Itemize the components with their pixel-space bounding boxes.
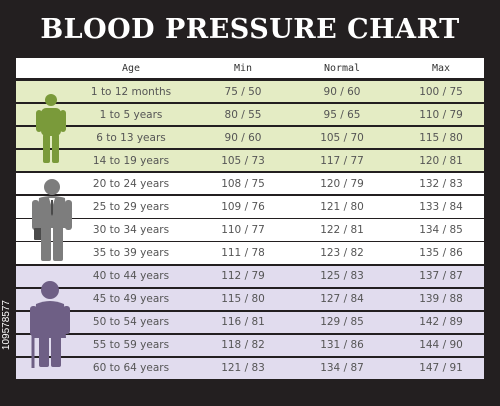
age-cell: 55 to 59 years — [92, 339, 170, 352]
age-cell: 6 to 13 years — [96, 131, 166, 144]
min-cell: 90 / 60 — [224, 131, 262, 144]
table-header: Age Min Normal Max — [16, 58, 484, 78]
table-row: 45 to 49 years 115 / 80 127 / 84 139 / 88 — [16, 288, 484, 310]
max-cell: 134 / 85 — [419, 223, 463, 236]
normal-cell: 122 / 81 — [320, 223, 364, 236]
watermark-id: 109578577 — [1, 300, 12, 351]
min-cell: 111 / 78 — [221, 247, 265, 260]
adult-figure-icon — [32, 179, 72, 261]
senior-figure-icon — [30, 281, 70, 368]
table-row: 6 to 13 years 90 / 60 105 / 70 115 / 80 — [16, 127, 484, 149]
max-cell: 139 / 88 — [419, 293, 463, 306]
normal-cell: 121 / 80 — [320, 200, 364, 213]
max-cell: 142 / 89 — [419, 316, 463, 329]
min-cell: 116 / 81 — [221, 316, 265, 329]
max-cell: 147 / 91 — [419, 362, 463, 375]
table-row: 50 to 54 years 116 / 81 129 / 85 142 / 89 — [16, 311, 484, 333]
age-cell: 50 to 54 years — [92, 316, 170, 329]
age-cell: 40 to 44 years — [92, 270, 170, 283]
max-cell: 115 / 80 — [419, 131, 463, 144]
age-cell: 60 to 64 years — [92, 362, 170, 375]
table-row: 30 to 34 years 110 / 77 122 / 81 134 / 85 — [16, 219, 484, 241]
normal-cell: 95 / 65 — [323, 108, 361, 121]
normal-cell: 129 / 85 — [320, 316, 364, 329]
chart-title: BLOOD PRESSURE CHART — [40, 14, 460, 45]
normal-cell: 125 / 83 — [320, 270, 364, 283]
age-cell: 14 to 19 years — [92, 154, 170, 167]
table-row: 20 to 24 years 108 / 75 120 / 79 132 / 83 — [16, 173, 484, 195]
header-age: Age — [121, 62, 141, 74]
min-cell: 109 / 76 — [221, 200, 265, 213]
age-cell: 1 to 5 years — [99, 108, 163, 121]
max-cell: 144 / 90 — [419, 339, 463, 352]
normal-cell: 127 / 84 — [320, 293, 364, 306]
age-cell: 20 to 24 years — [92, 177, 170, 190]
max-cell: 135 / 86 — [419, 247, 463, 260]
table-row: 25 to 29 years 109 / 76 121 / 80 133 / 84 — [16, 196, 484, 218]
normal-cell: 134 / 87 — [320, 362, 364, 375]
min-cell: 75 / 50 — [224, 85, 262, 98]
min-cell: 80 / 55 — [224, 108, 262, 121]
normal-cell: 123 / 82 — [320, 247, 364, 260]
header-min: Min — [233, 62, 253, 74]
header-max: Max — [431, 62, 451, 74]
age-cell: 45 to 49 years — [92, 293, 170, 306]
min-cell: 105 / 73 — [221, 154, 265, 167]
max-cell: 132 / 83 — [419, 177, 463, 190]
max-cell: 120 / 81 — [419, 154, 463, 167]
min-cell: 110 / 77 — [221, 223, 265, 236]
table-row: 1 to 12 months 75 / 50 90 / 60 100 / 75 — [16, 81, 484, 103]
min-cell: 115 / 80 — [221, 293, 265, 306]
table-row: 1 to 5 years 80 / 55 95 / 65 110 / 79 — [16, 104, 484, 126]
age-cell: 30 to 34 years — [92, 223, 170, 236]
max-cell: 110 / 79 — [419, 108, 463, 121]
min-cell: 118 / 82 — [221, 339, 265, 352]
child-figure-icon — [36, 94, 66, 163]
max-cell: 137 / 87 — [419, 270, 463, 283]
table-body: 1 to 12 months 75 / 50 90 / 60 100 / 75 1 to… — [16, 81, 484, 381]
min-cell: 112 / 79 — [221, 270, 265, 283]
table-row: 40 to 44 years 112 / 79 125 / 83 137 / 87 — [16, 265, 484, 287]
age-cell: 25 to 29 years — [92, 200, 170, 213]
normal-cell: 120 / 79 — [320, 177, 364, 190]
table-row: 55 to 59 years 118 / 82 131 / 86 144 / 90 — [16, 334, 484, 356]
age-cell: 1 to 12 months — [90, 85, 172, 98]
max-cell: 133 / 84 — [419, 200, 463, 213]
table-row: 14 to 19 years 105 / 73 117 / 77 120 / 81 — [16, 150, 484, 172]
header-normal: Normal — [323, 62, 361, 74]
table-row: 35 to 39 years 111 / 78 123 / 82 135 / 86 — [16, 242, 484, 264]
age-cell: 35 to 39 years — [92, 247, 170, 260]
min-cell: 121 / 83 — [221, 362, 265, 375]
table-row: 60 to 64 years 121 / 83 134 / 87 147 / 91 — [16, 357, 484, 379]
min-cell: 108 / 75 — [221, 177, 265, 190]
normal-cell: 90 / 60 — [323, 85, 361, 98]
max-cell: 100 / 75 — [419, 85, 463, 98]
normal-cell: 117 / 77 — [320, 154, 364, 167]
normal-cell: 105 / 70 — [320, 131, 364, 144]
normal-cell: 131 / 86 — [320, 339, 364, 352]
